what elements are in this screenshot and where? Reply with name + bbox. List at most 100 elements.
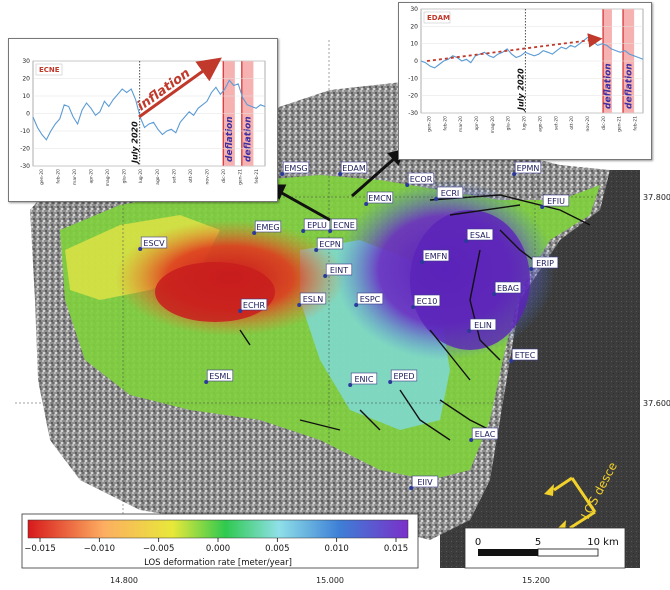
x-tick-label: dic-20 <box>601 116 607 130</box>
scalebar-white <box>537 548 599 557</box>
station-esml: ESML <box>204 369 234 384</box>
station-elin: ELIN <box>467 318 497 333</box>
lon-label-center: 15.000 <box>316 576 344 585</box>
station-ecpn: ECPN <box>314 237 344 252</box>
station-label: EBAG <box>497 284 519 293</box>
station-marker <box>464 239 469 243</box>
x-tick-label: giu-20 <box>122 169 128 183</box>
station-label-box <box>325 263 353 276</box>
x-tick-label: nov-20 <box>205 169 211 185</box>
scalebar-panel <box>464 527 626 569</box>
station-espc: ESPC <box>354 292 384 307</box>
station-marker <box>492 292 497 296</box>
station-label: ENIC <box>355 375 374 384</box>
station-marker <box>364 202 369 206</box>
station-marker <box>204 380 209 384</box>
x-tick-label: mar-20 <box>458 116 464 132</box>
july-2020-label: July 2020 <box>516 68 525 112</box>
y-tick-label: 10 <box>410 41 418 48</box>
y-tick-label: -30 <box>20 163 30 170</box>
station-label: EMCN <box>368 194 392 203</box>
station-enic: ENIC <box>348 372 378 387</box>
scalebar-black <box>478 549 538 556</box>
y-tick-label: 30 <box>22 58 30 65</box>
trend-arrow <box>426 33 603 62</box>
timeseries-line <box>420 35 644 69</box>
station-label-box <box>469 318 497 331</box>
station-label-box <box>411 475 439 488</box>
station-marker <box>434 197 439 201</box>
station-esln: ESLN <box>297 292 327 307</box>
station-label-box <box>140 236 168 249</box>
station-elac: ELAC <box>469 427 499 442</box>
chart-title: ECNE <box>39 66 60 74</box>
station-epmn: EPMN <box>512 161 542 176</box>
y-tick-label: -10 <box>20 128 30 135</box>
station-etec: ETEC <box>509 348 539 363</box>
x-tick-label: mar-20 <box>72 169 78 185</box>
station-label-box <box>471 427 499 440</box>
station-label-box <box>350 372 378 385</box>
x-tick-label: mag-20 <box>105 169 111 186</box>
y-tick-label: 0 <box>26 111 30 118</box>
station-label-box <box>299 292 327 305</box>
station-ecne: ECNE <box>328 218 358 233</box>
scalebar-label-5: 5 <box>535 537 541 548</box>
station-marker <box>280 172 285 176</box>
station-marker <box>238 309 243 313</box>
station-label: ESPC <box>360 295 381 304</box>
x-tick-label: gen-20 <box>39 169 45 185</box>
station-label-box <box>466 228 494 241</box>
chart-title-box <box>423 11 451 24</box>
station-label-box <box>366 191 394 204</box>
station-label-box <box>407 172 435 185</box>
station-label-box <box>206 369 234 382</box>
station-marker <box>420 260 425 264</box>
july-2020-label: July 2020 <box>131 121 140 165</box>
x-tick-label: ott-20 <box>569 116 575 130</box>
x-tick-label: feb-20 <box>442 116 448 131</box>
station-label: EINT <box>330 266 348 275</box>
y-tick-label: 20 <box>410 23 418 30</box>
station-label-box <box>240 298 268 311</box>
edam-timeseries-chart: deflation deflation 30 20 10 0 -10 -20 -30 gen-20… <box>408 6 644 133</box>
station-label: EPED <box>393 372 414 381</box>
station-label: ECHR <box>243 301 266 310</box>
station-label-box <box>514 161 542 174</box>
x-tick-label: gen-21 <box>238 169 244 185</box>
colorbar-tick-label: 0.010 <box>324 544 348 554</box>
station-escv: ESCV <box>138 236 168 251</box>
station-label-box <box>436 186 464 199</box>
station-ecor: ECOR <box>405 172 435 187</box>
trend-arrow <box>138 57 222 119</box>
x-tick-label: apr-20 <box>89 169 95 184</box>
station-echr: ECHR <box>238 298 268 313</box>
colorbar-label: LOS deformation rate [meter/year] <box>144 558 292 568</box>
station-marker <box>409 486 414 490</box>
station-label: EDAM <box>342 164 366 173</box>
colorbar-tick-label: −0.005 <box>143 544 174 554</box>
station-marker <box>388 380 393 384</box>
x-tick-label: feb-21 <box>254 169 260 184</box>
x-tick-label: lug-20 <box>522 116 528 130</box>
x-tick-label: gen-21 <box>617 116 623 132</box>
station-marker <box>328 229 333 233</box>
y-tick-label: 30 <box>410 6 418 13</box>
station-label: EPLU <box>307 221 327 230</box>
x-tick-label: feb-21 <box>633 116 639 131</box>
x-tick-label: giu-20 <box>506 116 512 130</box>
x-tick-label: ago-20 <box>155 169 161 185</box>
x-tick-label: mag-20 <box>490 116 496 133</box>
colorbar-tick-label: −0.015 <box>24 544 55 554</box>
y-tick-label: -30 <box>408 110 418 117</box>
y-tick-label: -20 <box>20 146 30 153</box>
x-tick-label: apr-20 <box>474 116 480 131</box>
station-label: EMFN <box>425 252 448 261</box>
station-marker <box>512 172 517 176</box>
station-label: EC10 <box>417 297 438 306</box>
lat-label-top: 37.800 <box>643 193 670 202</box>
edam-inset: deflation deflation 30 20 10 0 -10 -20 -30 gen-20… <box>398 2 652 160</box>
los-arrow <box>544 476 597 534</box>
station-label-box <box>494 281 522 294</box>
station-marker <box>301 229 306 233</box>
